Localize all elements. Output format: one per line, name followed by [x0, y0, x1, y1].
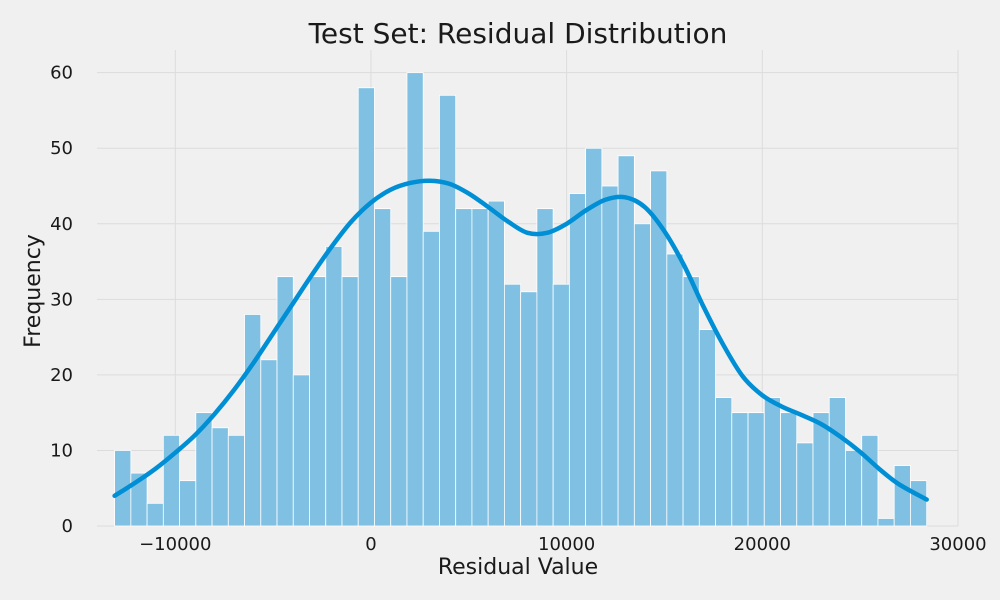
histogram-bar	[877, 518, 895, 527]
y-tick-label: 40	[50, 214, 73, 235]
histogram-bar	[601, 185, 619, 527]
histogram-bar	[130, 472, 148, 527]
kde-curve	[112, 178, 929, 502]
histogram-bar	[179, 480, 197, 527]
histogram-bar	[211, 427, 229, 527]
histogram-bar	[633, 223, 651, 527]
histogram-bar	[504, 283, 522, 527]
x-axis-label: Residual Value	[438, 555, 598, 580]
histogram-bar	[292, 374, 310, 527]
y-tick-label: 60	[50, 63, 73, 84]
x-tick-label: 20000	[734, 534, 791, 555]
histogram-bar	[227, 434, 245, 527]
y-tick-labels: 0 10 20 30 40 50 60	[50, 63, 73, 537]
y-tick-label: 0	[62, 516, 73, 537]
histogram-bar	[552, 283, 570, 527]
histogram-bar	[780, 412, 798, 527]
histogram-bar	[861, 434, 879, 527]
histogram-bar	[910, 480, 928, 527]
histogram-bar	[471, 208, 489, 527]
chart-title: Test Set: Residual Distribution	[308, 17, 728, 50]
histogram-bar	[698, 329, 716, 527]
histogram-bar	[617, 155, 635, 527]
kde-curve-group	[112, 178, 929, 502]
histogram-bar	[828, 397, 846, 527]
histogram-bar	[682, 276, 700, 527]
histogram-bar	[357, 87, 375, 527]
histogram-bar	[422, 230, 440, 527]
histogram-bar	[520, 291, 538, 527]
histogram-bar	[260, 359, 278, 527]
histogram-bars	[114, 72, 928, 527]
histogram-bar	[341, 276, 359, 527]
histogram-bar	[796, 442, 814, 527]
histogram-bar	[845, 450, 863, 527]
histogram-bar	[715, 397, 733, 527]
x-tick-label: −10000	[139, 534, 211, 555]
histogram-bar	[309, 276, 327, 527]
histogram-bar	[731, 412, 749, 527]
y-tick-label: 20	[50, 365, 73, 386]
histogram-bar	[747, 412, 765, 527]
histogram-bar	[666, 253, 684, 527]
histogram-bar	[244, 314, 262, 527]
x-tick-label: 10000	[538, 534, 595, 555]
histogram-bar	[390, 276, 408, 527]
histogram-bar	[146, 502, 164, 527]
histogram-bar	[439, 94, 457, 527]
histogram-bar	[406, 72, 424, 527]
x-tick-labels: −10000 0 10000 20000 30000	[139, 534, 987, 555]
histogram-bar	[455, 208, 473, 527]
histogram-bar	[487, 200, 505, 527]
histogram-bar	[893, 465, 911, 527]
x-tick-label: 30000	[929, 534, 986, 555]
histogram-bar	[763, 397, 781, 527]
y-tick-label: 50	[50, 138, 73, 159]
histogram-bar	[536, 208, 554, 527]
x-tick-label: 0	[365, 534, 376, 555]
y-axis-label: Frequency	[21, 234, 46, 348]
y-tick-label: 10	[50, 440, 73, 461]
histogram-bar	[325, 246, 343, 527]
histogram-bar	[374, 208, 392, 527]
histogram-bar	[568, 193, 587, 527]
y-tick-label: 30	[50, 289, 73, 310]
